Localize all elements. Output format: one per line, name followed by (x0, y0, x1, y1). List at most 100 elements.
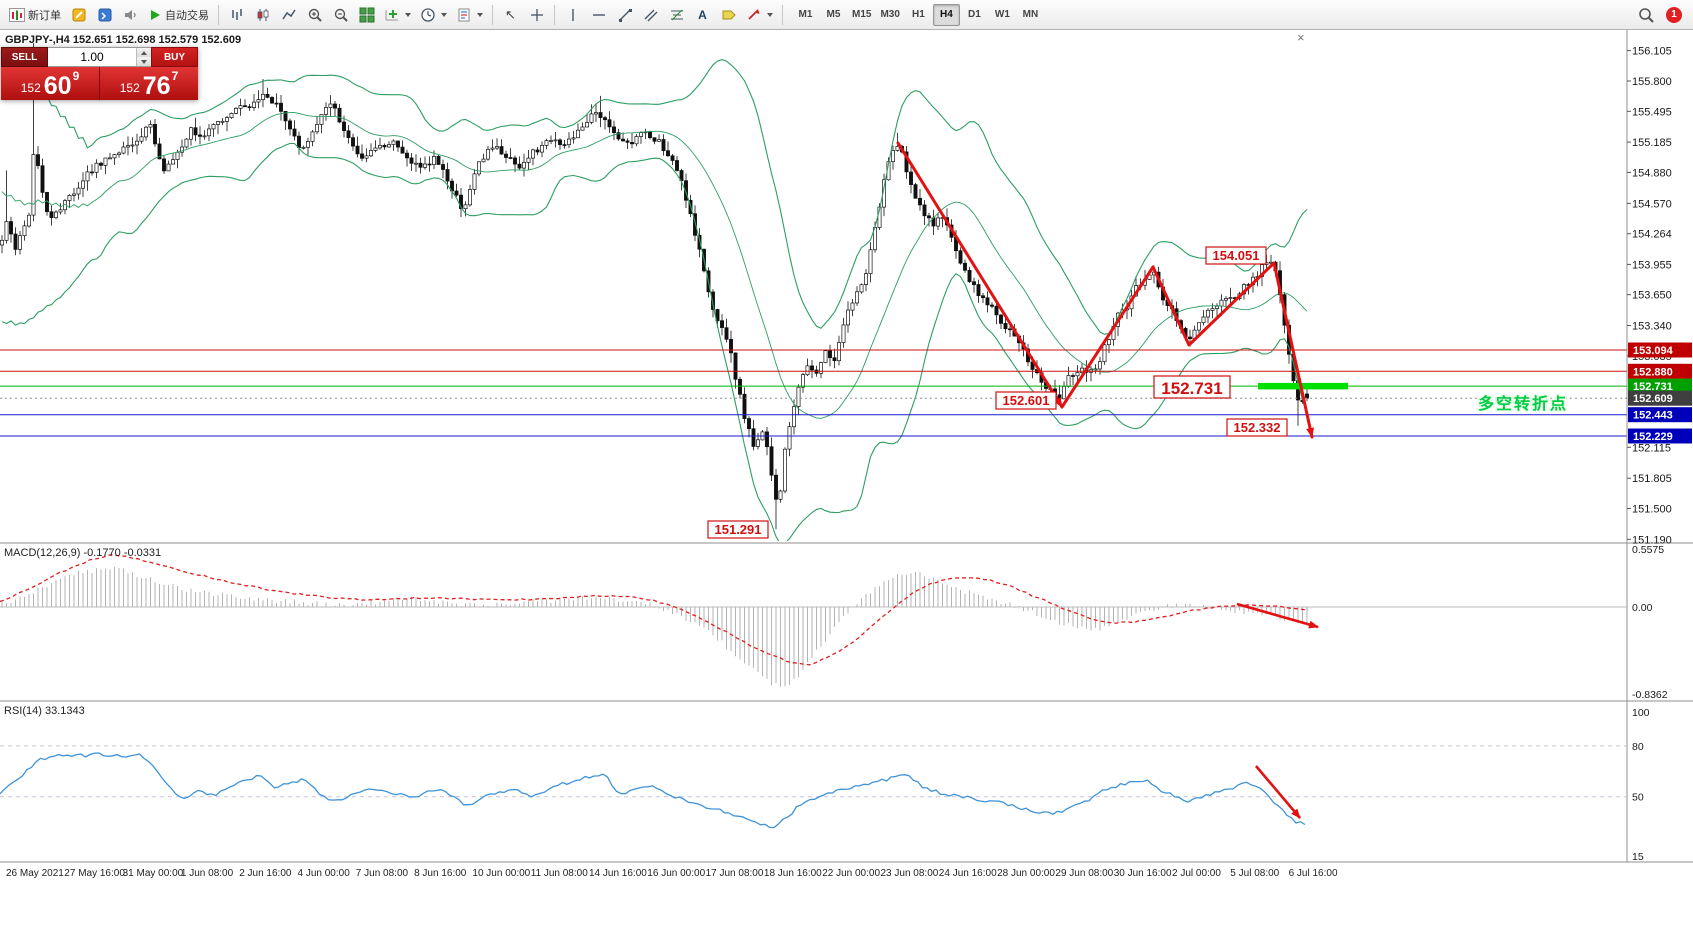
rsi-axis-label: 50 (1632, 792, 1644, 804)
trend-arrow[interactable] (1060, 261, 1314, 439)
svg-text:152.332: 152.332 (1234, 420, 1281, 435)
price-axis-label: 154.264 (1632, 229, 1672, 241)
horizontal-line-button[interactable] (586, 3, 611, 27)
macd-trend-arrow[interactable] (1236, 602, 1319, 629)
chart-background (0, 30, 1693, 947)
chart-candles-button[interactable] (250, 3, 275, 27)
speaker-icon (124, 9, 136, 20)
rsi-axis-label: 80 (1632, 741, 1644, 753)
timeframe-M15-button[interactable]: M15 (852, 9, 872, 20)
chevron-down-icon (405, 12, 411, 17)
price-axis-label: 154.880 (1632, 167, 1672, 179)
new-order-label: 新订单 (28, 9, 61, 22)
macd-axis-label: 0.5575 (1632, 544, 1664, 556)
sell-price-button[interactable]: 152 60 9 (1, 67, 99, 100)
time-axis-label: 28 Jun 00:00 (997, 868, 1055, 879)
label-tag-icon (722, 10, 736, 19)
chart-line-button[interactable] (276, 3, 301, 27)
fibonacci-button[interactable] (664, 3, 689, 27)
time-axis-label: 1 Jun 08:00 (181, 868, 234, 879)
notification-count: 1 (1671, 9, 1677, 20)
alerts-button[interactable] (118, 3, 143, 27)
notification-badge[interactable]: 1 (1666, 6, 1682, 23)
price-annotation-label[interactable]: 152.731 (1153, 375, 1231, 399)
indicators-button[interactable] (380, 3, 415, 27)
zoom-in-button[interactable] (302, 3, 327, 27)
crosshair-button[interactable] (524, 3, 549, 27)
timeframe-H4-button[interactable]: H4 (932, 3, 960, 26)
price-axis-label: 153.955 (1632, 259, 1672, 271)
new-order-button[interactable]: 新订单 (5, 3, 65, 27)
price-axis-label: 152.115 (1632, 442, 1671, 454)
time-axis-label: 26 May 2021 (6, 868, 64, 879)
svg-text:152.731: 152.731 (1161, 379, 1222, 398)
svg-text:154.051: 154.051 (1213, 248, 1260, 263)
svg-text:152.609: 152.609 (1633, 393, 1673, 405)
price-axis-label: 155.800 (1632, 76, 1672, 88)
buy-price-prefix: 152 (119, 81, 140, 95)
highlight-segment[interactable] (1258, 382, 1348, 390)
price-axis-box-152.731: 152.731 (1628, 378, 1692, 394)
chart-symbol-title: GBPJPY-,H4 152.651 152.698 152.579 152.6… (5, 34, 242, 46)
price-annotation-label[interactable]: 152.332 (1226, 418, 1288, 437)
timeframe-M5-button[interactable]: M5 (826, 9, 841, 20)
time-axis-label: 24 Jun 16:00 (939, 868, 997, 879)
rsi-trend-arrow[interactable] (1255, 765, 1301, 819)
volume-down-button[interactable] (137, 57, 151, 66)
trend-arrow[interactable] (896, 141, 1064, 409)
time-axis-label: 14 Jun 16:00 (589, 868, 647, 879)
templates-button[interactable] (452, 3, 487, 27)
bars-chart-icon (231, 8, 242, 20)
toolbar-separator (554, 4, 555, 25)
timeframe-M1-button[interactable]: M1 (798, 9, 813, 20)
channel-button[interactable] (638, 3, 663, 27)
bollinger-lower-band (1, 142, 1308, 541)
price-axis-label: 155.495 (1632, 106, 1672, 118)
tile-windows-icon (359, 7, 374, 22)
timeframe-D1-button[interactable]: D1 (968, 9, 981, 20)
periods-button[interactable] (416, 3, 451, 27)
timeframe-H1-button[interactable]: H1 (912, 9, 925, 20)
search-button[interactable] (1633, 3, 1659, 27)
sell-button-small[interactable]: SELL (1, 47, 48, 67)
cn-annotation[interactable]: 多空转折点 (1477, 393, 1568, 415)
tile-windows-button[interactable] (354, 3, 379, 27)
close-icon[interactable]: × (1297, 30, 1305, 45)
zoom-out-button[interactable] (328, 3, 353, 27)
terminal-button[interactable] (92, 3, 117, 27)
time-axis-label: 8 Jun 16:00 (414, 868, 467, 879)
sell-price-pips: 60 (43, 72, 72, 100)
price-axis-label: 154.570 (1632, 198, 1672, 210)
price-annotation-label[interactable]: 151.291 (707, 520, 769, 539)
text-button[interactable]: A (690, 3, 715, 27)
toolbar: 新订单 自动交易 (0, 0, 1693, 30)
candles-chart-icon (257, 8, 268, 21)
auto-trading-button[interactable]: 自动交易 (144, 3, 213, 27)
timeframe-MN-button[interactable]: MN (1022, 9, 1039, 20)
time-axis-label: 30 Jun 16:00 (1114, 868, 1172, 879)
cursor-button[interactable]: ↖ (498, 3, 523, 27)
price-annotation-label[interactable]: 154.051 (1205, 246, 1267, 265)
trendline-button[interactable] (612, 3, 637, 27)
volume-up-button[interactable] (137, 48, 151, 57)
price-annotation-label[interactable]: 152.601 (995, 391, 1057, 410)
buy-button-small[interactable]: BUY (151, 47, 198, 67)
timeframe-W1-button[interactable]: W1 (994, 9, 1010, 20)
volume-input[interactable] (48, 48, 136, 66)
time-axis-label: 18 Jun 16:00 (764, 868, 822, 879)
vertical-line-button[interactable] (560, 3, 585, 27)
toolbar-separator (782, 4, 783, 25)
arrows-button[interactable] (742, 3, 777, 27)
macd-signal-line (0, 554, 1309, 666)
svg-text:152.443: 152.443 (1633, 410, 1673, 422)
label-button[interactable] (716, 3, 741, 27)
buy-price-button[interactable]: 152 76 7 (100, 67, 198, 100)
cursor-icon: ↖ (505, 6, 516, 22)
timeframe-M30-button[interactable]: M30 (880, 9, 900, 20)
metaeditor-button[interactable] (66, 3, 91, 27)
chevron-down-icon (477, 12, 483, 17)
chart-bars-button[interactable] (224, 3, 249, 27)
